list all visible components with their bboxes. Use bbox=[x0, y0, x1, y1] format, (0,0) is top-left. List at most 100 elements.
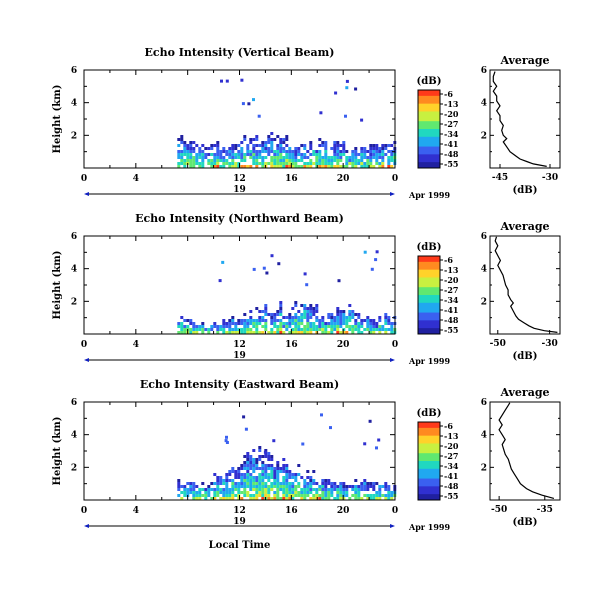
heatmap-cell bbox=[234, 488, 238, 491]
heatmap-cell bbox=[234, 485, 238, 488]
heatmap-cell bbox=[252, 482, 256, 485]
heatmap-cell bbox=[378, 331, 382, 334]
heatmap-cell bbox=[249, 482, 253, 485]
heatmap-cell bbox=[231, 165, 235, 168]
heatmap-cell bbox=[321, 488, 325, 491]
heatmap-cell bbox=[237, 322, 241, 325]
heatmap-cell bbox=[234, 153, 238, 156]
heatmap-cell bbox=[186, 325, 190, 328]
heatmap-cell bbox=[243, 476, 247, 479]
heatmap-cell bbox=[321, 485, 325, 488]
heatmap-cell bbox=[294, 331, 298, 334]
heatmap-cell bbox=[207, 147, 211, 150]
heatmap-cell bbox=[312, 322, 316, 325]
profile-y-tick-label: 2 bbox=[481, 131, 487, 141]
heatmap-cell bbox=[339, 319, 343, 322]
heatmap-cell bbox=[372, 156, 376, 159]
heatmap-cell bbox=[375, 494, 379, 497]
heatmap-cell bbox=[276, 319, 280, 322]
heatmap-cell bbox=[222, 494, 226, 497]
heatmap-cell bbox=[216, 488, 220, 491]
heatmap-cell bbox=[369, 497, 373, 500]
colorbar-swatch bbox=[418, 457, 440, 460]
y-tick-label: 2 bbox=[71, 297, 77, 307]
colorbar-swatch bbox=[418, 324, 440, 327]
heatmap-cell bbox=[354, 313, 358, 316]
heatmap-cell bbox=[240, 141, 244, 144]
heatmap-cell bbox=[216, 150, 220, 153]
heatmap-cell bbox=[276, 159, 280, 162]
heatmap-cell bbox=[306, 319, 310, 322]
colorbar-swatch bbox=[418, 140, 440, 144]
heatmap-cell bbox=[252, 497, 256, 500]
heatmap-cell bbox=[192, 491, 196, 494]
heatmap-cell bbox=[318, 153, 322, 156]
heatmap-cell bbox=[255, 135, 259, 138]
heatmap-cell bbox=[354, 488, 358, 491]
heatmap-cell bbox=[270, 132, 274, 135]
heatmap-cell bbox=[189, 165, 193, 168]
heatmap-cell bbox=[339, 322, 343, 325]
heatmap-cell bbox=[210, 325, 214, 328]
heatmap-cell bbox=[357, 328, 361, 331]
heatmap-cell bbox=[255, 328, 259, 331]
heatmap-cell bbox=[249, 488, 253, 491]
heatmap-cell bbox=[288, 331, 292, 334]
heatmap-cell bbox=[189, 144, 193, 147]
heatmap-cell bbox=[243, 331, 247, 334]
heatmap-cell bbox=[303, 491, 307, 494]
heatmap-cell bbox=[264, 144, 268, 147]
heatmap-cell bbox=[255, 307, 259, 310]
heatmap-cell bbox=[282, 162, 286, 165]
heatmap-cell bbox=[309, 304, 313, 307]
heatmap-cell bbox=[213, 156, 217, 159]
heatmap-cell bbox=[327, 316, 331, 319]
heatmap-cell bbox=[234, 147, 238, 150]
heatmap-cell bbox=[252, 156, 256, 159]
colorbar-swatch bbox=[418, 281, 440, 284]
heatmap-cell bbox=[204, 488, 208, 491]
heatmap-speck bbox=[241, 102, 245, 106]
heatmap-cell bbox=[270, 482, 274, 485]
heatmap-cell bbox=[192, 147, 196, 150]
heatmap-cells bbox=[177, 413, 397, 500]
heatmap-cell bbox=[267, 452, 271, 455]
heatmap-cell bbox=[231, 159, 235, 162]
heatmap-cell bbox=[243, 138, 247, 141]
heatmap-cell bbox=[354, 497, 358, 500]
heatmap-cell bbox=[366, 325, 370, 328]
heatmap-cell bbox=[330, 156, 334, 159]
heatmap-cell bbox=[387, 319, 391, 322]
heatmap-cell bbox=[177, 479, 181, 482]
heatmap-cell bbox=[336, 316, 340, 319]
heatmap-cell bbox=[240, 479, 244, 482]
colorbar-swatch bbox=[418, 117, 440, 120]
panel-1: Echo Intensity (Northward Beam)0 4 12 16 20 0… bbox=[52, 212, 561, 366]
heatmap-cell bbox=[255, 150, 259, 153]
x-tick-label: 20 bbox=[337, 340, 350, 350]
profile-x-tick-label: -50 bbox=[491, 505, 507, 515]
heatmap-cell bbox=[246, 153, 250, 156]
heatmap-cell bbox=[189, 162, 193, 165]
heatmap-cell bbox=[354, 162, 358, 165]
heatmap-cell bbox=[261, 491, 265, 494]
heatmap-cell bbox=[198, 491, 202, 494]
heatmap-cell bbox=[264, 494, 268, 497]
heatmap-cell bbox=[258, 473, 262, 476]
heatmap-cell bbox=[339, 331, 343, 334]
colorbar-swatch bbox=[418, 455, 440, 458]
heatmap-cell bbox=[243, 467, 247, 470]
heatmap-cell bbox=[255, 322, 259, 325]
heatmap-cell bbox=[252, 138, 256, 141]
heatmap-cell bbox=[300, 304, 304, 307]
heatmap-cell bbox=[339, 144, 343, 147]
heatmap-cell bbox=[333, 482, 337, 485]
colorbar-swatch bbox=[418, 115, 440, 118]
heatmap-cell bbox=[372, 497, 376, 500]
colorbar-swatch bbox=[418, 320, 440, 323]
heatmap-cell bbox=[267, 150, 271, 153]
heatmap-cell bbox=[330, 165, 334, 168]
colorbar-swatch bbox=[418, 470, 440, 474]
x-tick-label: 16 bbox=[285, 174, 298, 184]
heatmap-cell bbox=[207, 159, 211, 162]
